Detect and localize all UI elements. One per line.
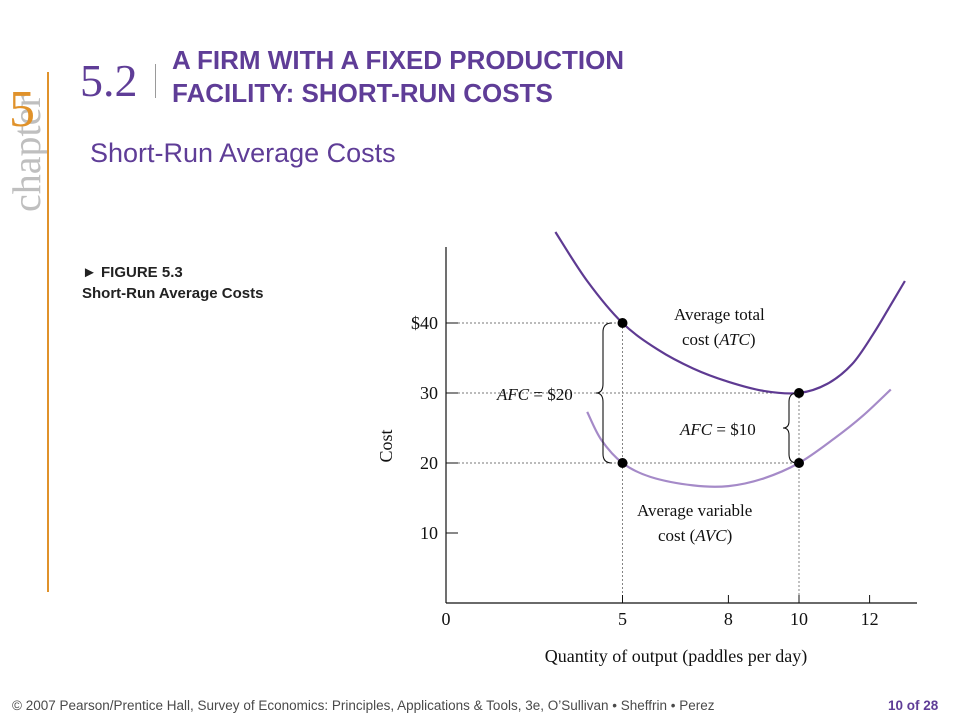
chapter-rule — [47, 72, 49, 592]
avc-label-abbr: AVC — [694, 526, 727, 545]
x-tick-label: 12 — [861, 609, 879, 629]
x-axis-label: Quantity of output (paddles per day) — [545, 646, 807, 667]
afc-label-left: AFC = $20 — [496, 385, 573, 404]
data-point — [617, 318, 628, 328]
avc-label-suffix: ) — [727, 526, 733, 545]
atc-label-prefix: cost ( — [682, 330, 720, 349]
y-axis-label: Cost — [376, 429, 396, 462]
slide-subtitle: Short-Run Average Costs — [90, 138, 396, 168]
y-tick-label: 30 — [420, 383, 438, 403]
afc-right-var: AFC — [679, 420, 713, 439]
atc-label-line2: cost (ATC) — [682, 330, 756, 349]
section-title: A FIRM WITH A FIXED PRODUCTION FACILITY:… — [172, 44, 792, 110]
data-point — [794, 458, 804, 468]
afc-label-right: AFC = $10 — [679, 420, 756, 439]
avc-label-line1: Average variable — [637, 501, 752, 520]
figure-number: ► FIGURE 5.3 — [82, 264, 183, 281]
data-point — [617, 458, 628, 468]
x-tick-label: 10 — [790, 609, 808, 629]
atc-label-line1: Average total — [674, 305, 765, 324]
footer-copyright: © 2007 Pearson/Prentice Hall, Survey of … — [12, 698, 715, 713]
y-tick-label: 20 — [420, 453, 438, 473]
avc-label-line2: cost (AVC) — [658, 526, 732, 545]
afc-right-val: = $10 — [712, 420, 756, 439]
section-title-line1: A FIRM WITH A FIXED PRODUCTION — [172, 45, 625, 75]
x-tick-label: 8 — [724, 609, 733, 629]
afc-left-var: AFC — [496, 385, 530, 404]
x-tick-label: 5 — [618, 609, 627, 629]
afc-brace-left — [595, 322, 613, 464]
x-tick-label: 0 — [442, 609, 451, 629]
y-tick-label: 10 — [420, 523, 438, 543]
page-indicator: 10 of 28 — [888, 698, 939, 713]
section-title-line2: FACILITY: SHORT-RUN COSTS — [172, 78, 553, 108]
avc-label-prefix: cost ( — [658, 526, 696, 545]
y-tick-label: $40 — [411, 313, 438, 333]
afc-brace-right — [782, 392, 798, 464]
atc-label-suffix: ) — [750, 330, 756, 349]
atc-label-abbr: ATC — [718, 330, 750, 349]
data-point — [794, 388, 804, 398]
figure-label: ► FIGURE 5.3 Short-Run Average Costs — [82, 262, 263, 304]
avc-curve — [586, 388, 892, 488]
afc-left-val: = $20 — [529, 385, 573, 404]
chapter-number: 5 — [9, 81, 35, 138]
section-number: 5.2 — [80, 55, 138, 106]
figure-caption: Short-Run Average Costs — [82, 285, 264, 302]
section-divider — [155, 64, 156, 98]
